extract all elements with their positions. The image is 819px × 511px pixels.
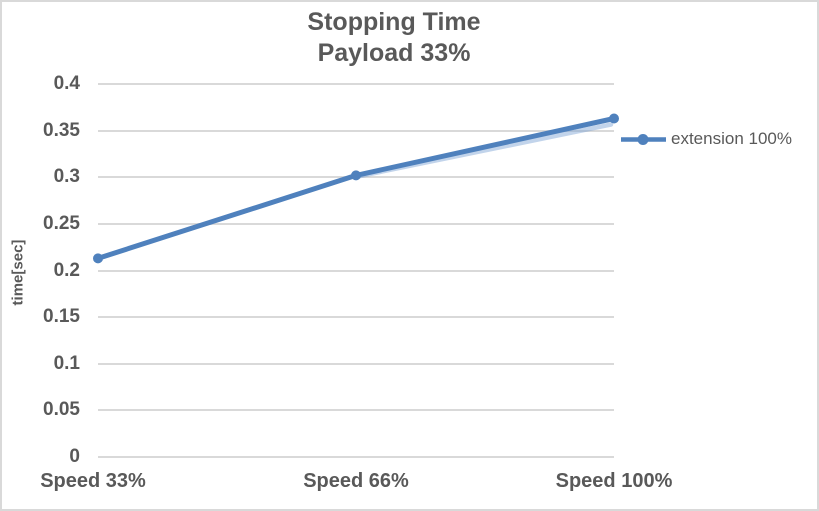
y-tick-label: 0.05 — [43, 399, 80, 421]
y-tick-label: 0.35 — [43, 119, 80, 141]
gridline — [98, 456, 614, 458]
legend: extension 100% — [620, 129, 792, 149]
y-tick-label: 0.15 — [43, 306, 80, 328]
gridline — [98, 176, 614, 179]
y-tick-label: 0.3 — [53, 166, 80, 188]
gridline — [98, 129, 614, 132]
legend-label: extension 100% — [671, 129, 792, 148]
x-axis-label: Speed 33% — [40, 470, 146, 492]
gridline — [98, 83, 614, 85]
y-tick-label: 0.25 — [43, 212, 80, 234]
series-line — [95, 116, 617, 261]
y-tick-label: 0.4 — [53, 73, 80, 94]
x-axis-label: Speed 100% — [555, 470, 673, 492]
gridline — [98, 316, 614, 319]
gridline — [98, 362, 614, 365]
gridline — [98, 409, 614, 412]
y-tick-label: 0.2 — [53, 259, 80, 281]
legend-line-marker-icon — [621, 133, 666, 145]
series-line-shadow — [353, 122, 614, 180]
y-tick-label: 0 — [69, 446, 80, 467]
chart-title: Stopping Time Payload 33% — [2, 7, 786, 69]
data-point-marker — [93, 253, 103, 264]
x-axis-label: Speed 66% — [303, 470, 409, 492]
chart-title-line1: Stopping Time — [307, 8, 481, 36]
gridline — [98, 269, 614, 272]
chart-title-line2: Payload 33% — [317, 39, 471, 67]
y-tick-label: 0.1 — [53, 352, 80, 374]
gridline — [98, 222, 614, 225]
data-point-marker — [609, 113, 619, 124]
